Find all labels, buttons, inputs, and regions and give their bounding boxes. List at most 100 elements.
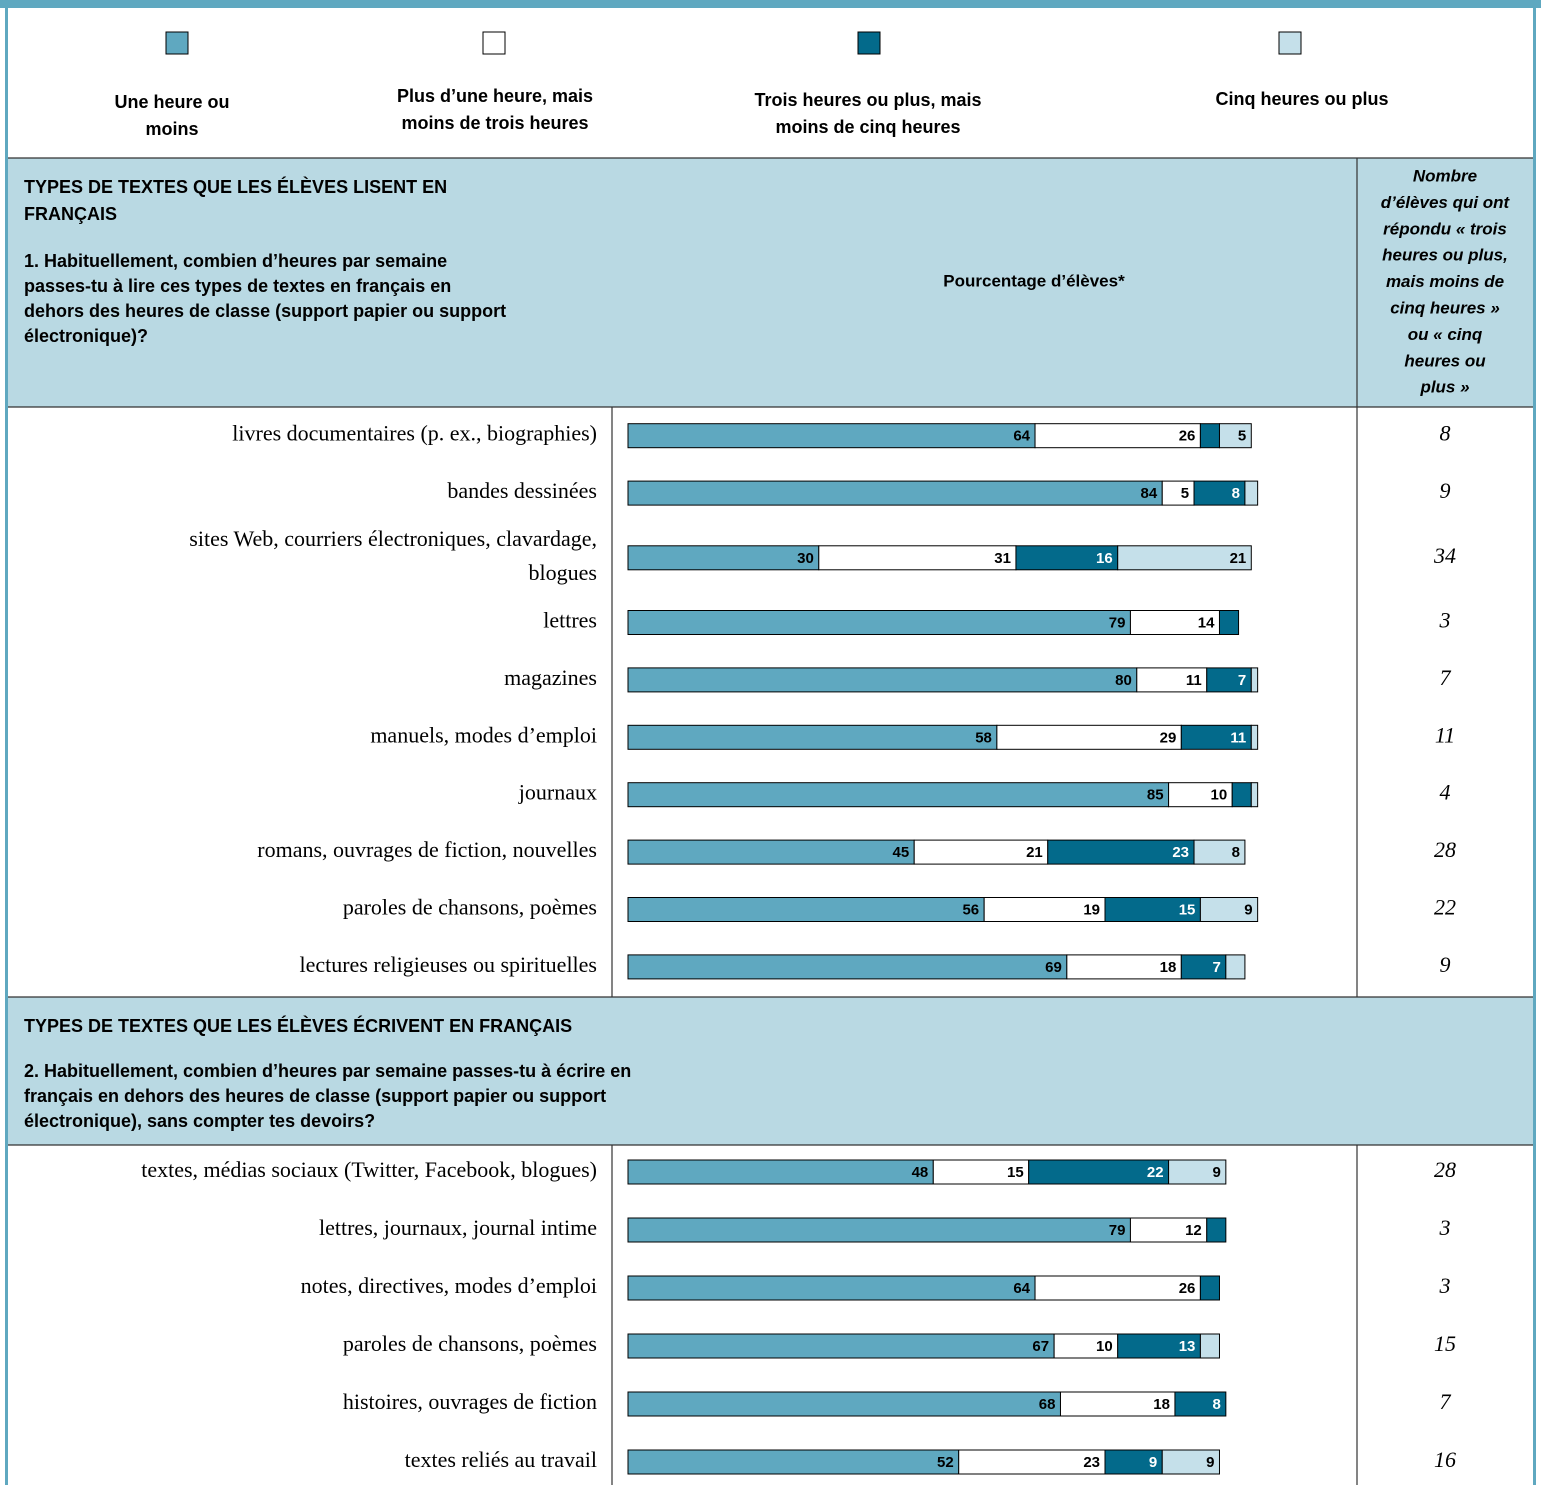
bar-value-label: 18 [1153, 1396, 1170, 1413]
bar-segment [627, 1275, 1036, 1301]
bar-value-label: 68 [1039, 1396, 1056, 1413]
bar-segment [1206, 1217, 1227, 1243]
row-label: textes reliés au travail [405, 1447, 597, 1472]
section-title: FRANÇAIS [24, 204, 117, 224]
legend-label: moins de trois heures [401, 113, 588, 133]
count-header: d’élèves qui ont [1381, 193, 1511, 212]
bar-value-label: 26 [1179, 428, 1196, 445]
bar-value-label: 79 [1109, 1222, 1126, 1239]
bar-segment [627, 782, 1170, 808]
bar-segment [627, 724, 998, 750]
bar-segment [627, 610, 1131, 635]
row-label: manuels, modes d’emploi [370, 722, 597, 747]
row-count: 16 [1434, 1447, 1456, 1472]
count-header: répondu « trois [1383, 219, 1507, 238]
bar-value-label: 8 [1212, 1396, 1220, 1413]
bar-value-label: 30 [797, 550, 814, 567]
row-label: bandes dessinées [447, 478, 597, 503]
bar-segment [1168, 782, 1233, 808]
count-header: heures ou plus, [1382, 246, 1508, 265]
row-label: magazines [504, 665, 597, 690]
bar-segment [932, 1159, 1030, 1185]
row-count: 4 [1440, 780, 1451, 805]
bar-segment [1250, 667, 1259, 693]
bar-value-label: 8 [1232, 485, 1240, 502]
section-question: français en dehors des heures de classe … [24, 1086, 606, 1106]
bar-segment [1161, 480, 1195, 506]
row-label: blogues [529, 560, 597, 585]
bar-segment [1244, 480, 1259, 506]
section-question: 1. Habituellement, combien d’heures par … [24, 251, 447, 271]
bar-segment [1129, 1217, 1208, 1243]
row-count: 28 [1434, 1157, 1456, 1182]
bar-segment [1199, 1333, 1220, 1359]
row-count: 34 [1433, 543, 1456, 568]
row-label: paroles de chansons, poèmes [343, 895, 597, 920]
legend-swatch [857, 31, 881, 55]
bar-segment [627, 1449, 960, 1475]
row-label: lettres, journaux, journal intime [319, 1215, 597, 1240]
count-header: Nombre [1413, 166, 1477, 185]
bar-segment [1199, 423, 1220, 449]
bar-segment [1206, 667, 1252, 693]
bar-value-label: 14 [1198, 614, 1215, 631]
section-title: TYPES DE TEXTES QUE LES ÉLÈVES LISENT EN [24, 176, 447, 197]
legend-label: moins de cinq heures [775, 117, 960, 137]
bar-segment [627, 1333, 1055, 1359]
count-header: ou « cinq [1408, 325, 1483, 344]
row-count: 8 [1440, 421, 1451, 446]
row-count: 9 [1440, 952, 1451, 977]
bar-value-label: 10 [1211, 787, 1228, 804]
bar-segment [818, 545, 1017, 571]
section-question: dehors des heures de classe (support pap… [24, 301, 506, 321]
bar-value-label: 23 [1172, 844, 1189, 861]
legend-label: Cinq heures ou plus [1215, 89, 1388, 109]
row-count: 11 [1435, 722, 1455, 747]
bar-segment [1053, 1333, 1119, 1359]
row-label: livres documentaires (p. ex., biographie… [232, 421, 597, 446]
legend-swatch [1278, 31, 1302, 55]
legend-swatch [482, 31, 506, 55]
bar-segment [913, 839, 1049, 865]
bar-value-label: 21 [1026, 844, 1043, 861]
legend-label: Trois heures ou plus, mais [754, 90, 981, 110]
legend-swatch [165, 31, 189, 55]
bar-value-label: 31 [994, 550, 1011, 567]
count-header: plus » [1419, 378, 1469, 397]
bar-segment [627, 897, 985, 922]
bar-value-label: 64 [1013, 1280, 1030, 1297]
bar-value-label: 58 [975, 729, 992, 746]
bar-segment [1199, 1275, 1220, 1301]
row-count: 3 [1439, 1273, 1451, 1298]
bar-segment [1199, 897, 1259, 922]
row-count: 28 [1434, 837, 1456, 862]
bar-value-label: 45 [893, 844, 910, 861]
bar-segment [1250, 724, 1259, 750]
bar-value-label: 7 [1212, 959, 1220, 976]
bar-segment [627, 839, 915, 865]
row-count: 3 [1439, 1215, 1451, 1240]
bar-value-label: 5 [1238, 428, 1246, 445]
bar-segment [627, 1391, 1061, 1417]
bar-segment [627, 954, 1068, 980]
bar-value-label: 12 [1185, 1222, 1202, 1239]
bar-segment [1129, 610, 1220, 635]
border-left [5, 0, 8, 1485]
section-question: 2. Habituellement, combien d’heures par … [24, 1061, 631, 1081]
bar-segment [627, 423, 1036, 449]
bar-value-label: 79 [1109, 614, 1126, 631]
row-count: 15 [1434, 1331, 1456, 1356]
bar-segment [1225, 954, 1246, 980]
bar-value-label: 9 [1212, 1164, 1220, 1181]
bar-value-label: 80 [1115, 672, 1132, 689]
bar-value-label: 9 [1244, 901, 1252, 918]
bar-value-label: 85 [1147, 787, 1164, 804]
bar-value-label: 69 [1045, 959, 1062, 976]
bar-value-label: 19 [1083, 901, 1100, 918]
section-title: TYPES DE TEXTES QUE LES ÉLÈVES ÉCRIVENT … [24, 1015, 572, 1036]
section-question: électronique)? [24, 326, 148, 346]
bar-value-label: 52 [937, 1454, 954, 1471]
bar-segment [627, 667, 1138, 693]
